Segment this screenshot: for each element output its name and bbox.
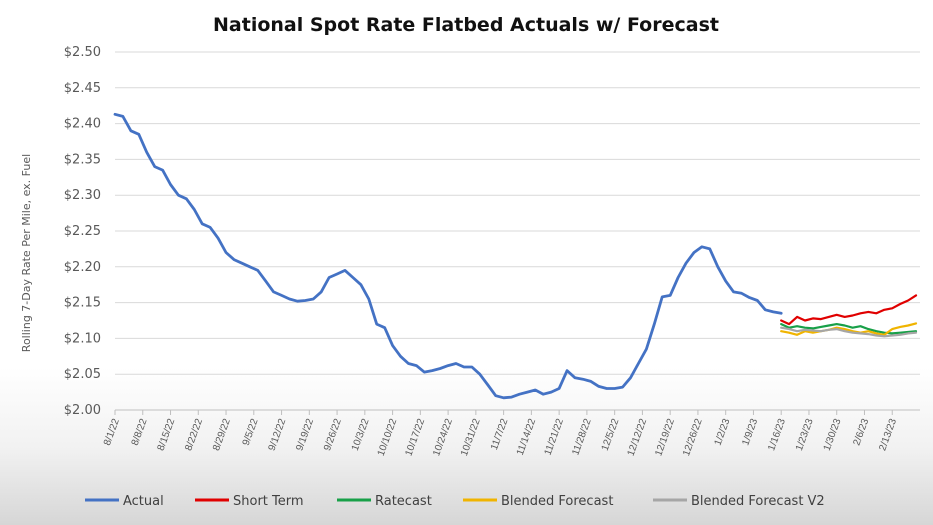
x-tick-label: 12/26/22 [681,417,705,458]
x-tick-label: 1/16/23 [766,417,788,453]
x-tick-label: 1/2/23 [713,417,733,447]
y-axis-ticks: $2.00 $2.05 $2.10 $2.15 $2.20 $2.25 $2.30 $2.35… [64,45,101,418]
y-tick-label: $2.25 [64,224,101,239]
legend-label-blended-forecast: Blended Forecast [501,494,613,509]
series-line-ratecast [780,323,918,335]
y-tick-label: $2.00 [64,403,101,418]
y-tick-label: $2.35 [64,152,101,167]
x-tick-label: 10/10/22 [376,417,400,458]
legend: Actual Short Term Ratecast Blended Forecast… [85,494,825,509]
legend-label-blended-forecast-v2: Blended Forecast V2 [691,494,825,509]
legend-label-ratecast: Ratecast [375,494,432,509]
y-tick-label: $2.30 [64,188,101,203]
x-tick-label: 9/26/22 [322,417,344,453]
x-tick-label: 8/1/22 [102,417,122,447]
x-tick-label: 8/8/22 [130,417,150,447]
x-tick-label: 12/5/22 [600,417,622,453]
x-tick-label: 9/19/22 [294,417,316,453]
x-tick-label: 9/5/22 [241,417,261,447]
x-tick-label: 2/13/23 [877,417,899,453]
x-tick-label: 10/24/22 [431,417,455,458]
x-tick-label: 10/3/22 [350,417,372,453]
gridlines [115,51,920,411]
series-line-actual [113,112,783,400]
x-tick-label: 2/6/23 [851,417,871,447]
x-tick-label: 10/17/22 [404,417,428,458]
x-tick-label: 9/12/22 [267,417,289,453]
legend-label-short-term: Short Term [233,494,304,509]
x-tick-label: 1/9/23 [740,417,760,447]
y-tick-label: $2.45 [64,81,101,96]
x-tick-label: 1/23/23 [794,417,816,453]
y-tick-label: $2.05 [64,367,101,382]
y-tick-label: $2.50 [64,45,101,60]
y-tick-label: $2.15 [64,296,101,311]
series-lines [113,112,918,400]
x-tick-label: 11/7/22 [489,417,511,452]
x-tick-label: 12/19/22 [653,417,677,458]
y-tick-label: $2.40 [64,117,101,132]
x-tick-label: 11/28/22 [570,417,594,457]
x-tick-label: 10/31/22 [459,417,483,458]
x-tick-label: 8/15/22 [156,417,178,453]
y-tick-label: $2.20 [64,260,101,275]
legend-label-actual: Actual [123,494,164,509]
x-tick-label: 11/21/22 [543,417,567,457]
y-tick-label: $2.10 [64,331,101,346]
series-line-blended-forecast [780,322,918,336]
series-line-blended-forecast-v2 [780,326,918,338]
chart-title: National Spot Rate Flatbed Actuals w/ Fo… [213,14,719,36]
x-tick-label: 12/12/22 [626,417,650,458]
x-tick-label: 8/29/22 [211,417,233,453]
x-axis-ticks: 8/1/22 8/8/22 8/15/22 8/22/22 8/29/22 9/5/22 9… [102,410,899,458]
x-tick-label: 1/30/23 [822,417,844,453]
y-axis-label: Rolling 7-Day Rate Per Mile, ex. Fuel [20,154,33,352]
x-tick-label: 8/22/22 [183,417,205,453]
series-line-short-term [780,294,918,326]
x-tick-label: 11/14/22 [515,417,539,457]
